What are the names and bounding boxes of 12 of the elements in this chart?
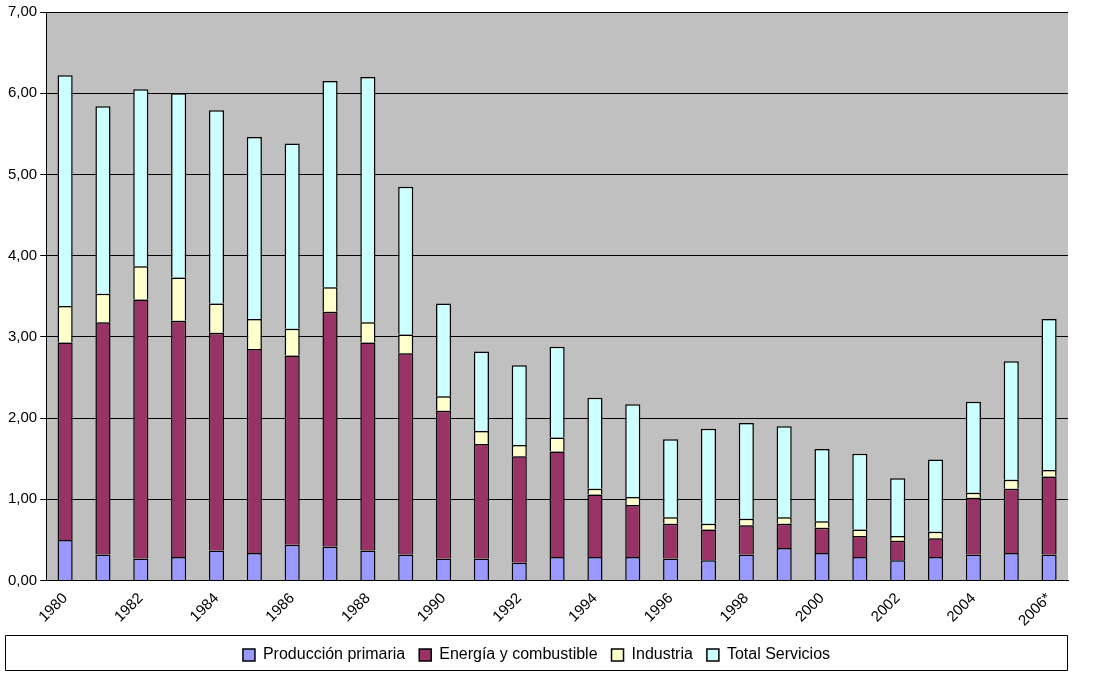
y-tick-label: 3,00 xyxy=(7,327,38,345)
y-tick-label: 6,00 xyxy=(7,83,38,101)
legend-label: Energía y combustible xyxy=(439,645,598,663)
y-tick-label: 1,00 xyxy=(7,489,38,507)
y-tick-label: 4,00 xyxy=(7,245,38,263)
y-tick-label: 0,00 xyxy=(7,570,38,588)
legend-label: Total Servicios xyxy=(726,645,831,663)
y-tick-label: 7,00 xyxy=(7,2,38,20)
y-tick-label: 5,00 xyxy=(7,164,38,182)
legend-label: Industria xyxy=(631,645,693,663)
y-tick-label: 2,00 xyxy=(7,408,38,426)
legend-label: Producción primaria xyxy=(262,645,406,663)
